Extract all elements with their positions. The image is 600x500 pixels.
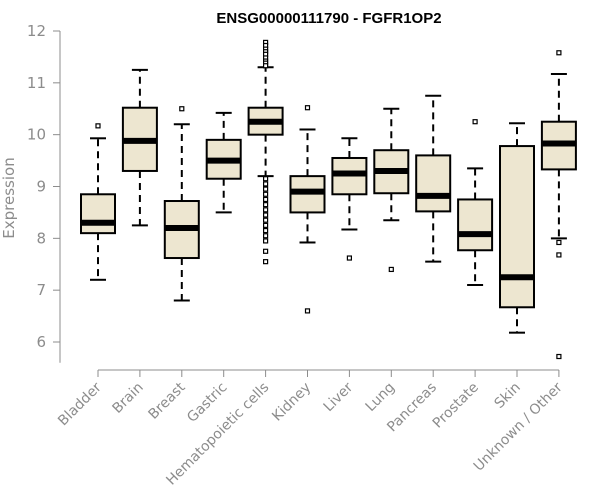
outlier-point: [472, 119, 478, 125]
outlier-point: [263, 238, 269, 244]
x-tick-label: Kidney: [269, 380, 314, 425]
x-tick-label: Liver: [321, 379, 357, 415]
outlier-point: [263, 196, 269, 203]
box-group: [80, 123, 116, 281]
outlier-point: [304, 105, 311, 111]
outlier-point: [263, 227, 269, 234]
outlier-point: [304, 308, 311, 314]
box-group: [540, 50, 577, 360]
y-tick-label: 8: [36, 229, 46, 247]
y-tick-label: 11: [27, 74, 46, 92]
box-group: [289, 105, 326, 314]
box-group: [373, 107, 410, 273]
outlier-point: [556, 353, 562, 360]
outlier-point: [263, 176, 269, 182]
outlier-point: [179, 106, 185, 112]
x-tick-label: Lung: [363, 380, 398, 415]
x-tick-label: Prostate: [430, 380, 482, 432]
chart-title: ENSG00000111790 - FGFR1OP2: [216, 10, 441, 27]
box-group: [499, 122, 535, 334]
y-tick-label: 6: [36, 333, 46, 351]
y-tick-label: 10: [27, 126, 46, 144]
x-tick-label: Bladder: [55, 379, 105, 429]
outlier-point: [556, 252, 562, 258]
box-group: [205, 111, 242, 214]
outlier-point: [556, 239, 562, 246]
outlier-point: [263, 233, 269, 239]
box-group: [415, 94, 452, 263]
y-axis: 6 7 8 9 10 11 12: [27, 22, 61, 363]
y-tick-label: 12: [27, 22, 46, 40]
x-tick-label: Breast: [145, 379, 189, 423]
x-tick-label: Skin: [491, 380, 523, 412]
box: [415, 154, 452, 213]
box-series: [80, 39, 577, 360]
outlier-point: [556, 50, 562, 56]
outlier-point: [263, 202, 269, 208]
y-tick-label: 7: [36, 281, 46, 299]
box-group: [331, 137, 368, 261]
outlier-point: [263, 217, 269, 223]
box-group: [121, 68, 158, 227]
box: [499, 145, 535, 309]
outlier-point: [263, 248, 269, 254]
box-group: [163, 106, 200, 302]
outlier-point: [263, 222, 269, 228]
outlier-point: [263, 181, 269, 187]
outlier-point: [263, 259, 269, 265]
box: [457, 198, 494, 252]
outlier-point: [346, 255, 352, 261]
outlier-point: [263, 191, 269, 197]
outlier-point: [263, 212, 269, 218]
outlier-point: [263, 186, 269, 192]
outlier-point: [263, 207, 269, 213]
y-tick-label: 9: [36, 178, 46, 196]
y-axis-title: Expression: [0, 157, 18, 238]
box-group: [247, 39, 284, 265]
box-group: [457, 119, 494, 286]
outlier-point: [263, 63, 269, 69]
x-tick-label: Brain: [109, 380, 146, 417]
outlier-point: [95, 123, 101, 129]
box: [80, 193, 116, 235]
outlier-point: [388, 266, 394, 273]
